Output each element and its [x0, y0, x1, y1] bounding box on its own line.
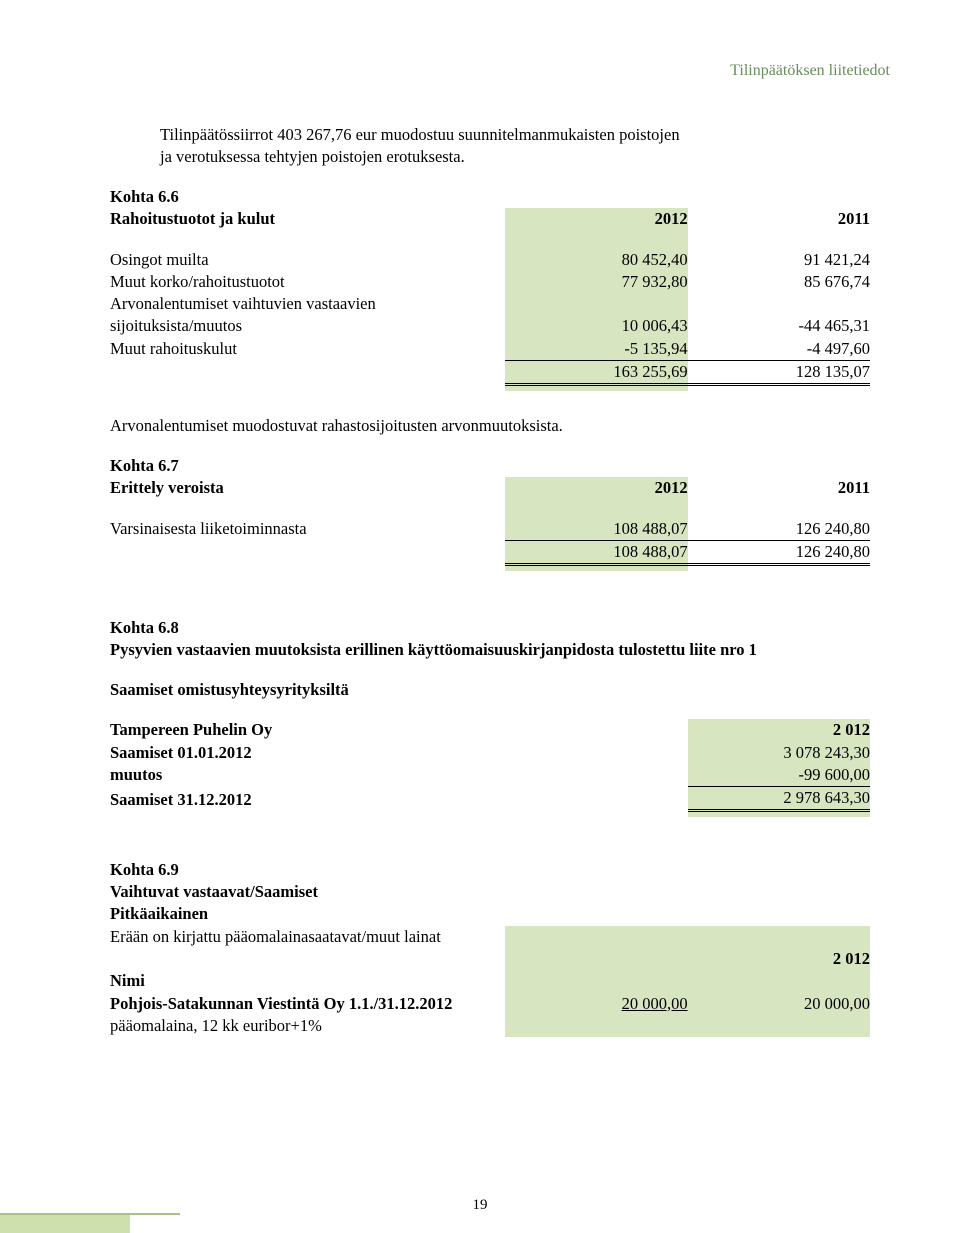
row-label: Muut rahoituskulut — [110, 338, 505, 361]
s69-title3: Pitkäaikainen — [110, 903, 870, 925]
s67-title1: Kohta 6.7 — [110, 455, 870, 477]
s69-row-l: Pohjois-Satakunnan Viestintä Oy 1.1./31.… — [110, 993, 505, 1015]
s67-total-a: 108 488,07 — [505, 540, 687, 564]
s68-r0-b: 2 012 — [688, 719, 870, 741]
row-val-b: 85 676,74 — [688, 271, 870, 293]
intro-line2: ja verotuksessa tehtyjen poistojen erotu… — [160, 147, 465, 166]
row-val-a: 108 488,07 — [505, 518, 687, 541]
intro-paragraph: Tilinpäätössiirrot 403 267,76 eur muodos… — [160, 124, 870, 169]
s66-y1: 2012 — [505, 208, 687, 230]
table-row: Osingot muilta 80 452,40 91 421,24 — [110, 249, 870, 271]
section-6-9: Kohta 6.9 Vaihtuvat vastaavat/Saamiset P… — [110, 859, 870, 1037]
s66-title2: Rahoitustuotot ja kulut — [110, 208, 505, 230]
s69-row-b: 20 000,00 — [688, 993, 870, 1015]
s69-nimi: Nimi — [110, 970, 505, 992]
row-val-a: 80 452,40 — [505, 249, 687, 271]
s68-r0-l: Tampereen Puhelin Oy — [110, 719, 505, 741]
table-row: sijoituksista/muutos 10 006,43 -44 465,3… — [110, 315, 870, 337]
table-row: Arvonalentumiset vaihtuvien vastaavien — [110, 293, 870, 315]
page: Tilinpäätöksen liitetiedot Tilinpäätössi… — [0, 0, 960, 1233]
s67-total-b: 126 240,80 — [688, 540, 870, 564]
section-6-6: Kohta 6.6 Rahoitustuotot ja kulut 2012 2… — [110, 186, 870, 391]
s68-r2-l: muutos — [110, 764, 505, 787]
s66-total-b: 128 135,07 — [688, 360, 870, 384]
row-val-a — [505, 293, 687, 315]
s68-r1-l: Saamiset 01.01.2012 — [110, 742, 505, 764]
s68-title1: Kohta 6.8 — [110, 617, 870, 639]
row-val-b — [688, 293, 870, 315]
s66-title1: Kohta 6.6 — [110, 186, 870, 208]
table-row: Tampereen Puhelin Oy 2 012 — [110, 719, 870, 741]
s67-total-row: 108 488,07 126 240,80 — [110, 540, 870, 564]
row-val-a: -5 135,94 — [505, 338, 687, 361]
s68-sub: Saamiset omistusyhteysyrityksiltä — [110, 679, 870, 701]
intro-line1: Tilinpäätössiirrot 403 267,76 eur muodos… — [160, 125, 680, 144]
section-6-7: Kohta 6.7 Erittely veroista 2012 2011 Va… — [110, 455, 870, 571]
row-label: Muut korko/rahoitustuotot — [110, 271, 505, 293]
page-number: 19 — [0, 1195, 960, 1215]
table-row: Pohjois-Satakunnan Viestintä Oy 1.1./31.… — [110, 993, 870, 1015]
s69-yr: 2 012 — [688, 948, 870, 970]
table-row: Varsinaisesta liiketoiminnasta 108 488,0… — [110, 518, 870, 541]
row-val-a: 10 006,43 — [505, 315, 687, 337]
s68-r2-b: -99 600,00 — [688, 764, 870, 787]
s69-row-a: 20 000,00 — [505, 993, 687, 1015]
table-row: Muut rahoituskulut -5 135,94 -4 497,60 — [110, 338, 870, 361]
s66-table: Rahoitustuotot ja kulut 2012 2011 Osingo… — [110, 208, 870, 390]
s66-total-a: 163 255,69 — [505, 360, 687, 384]
s69-title2: Vaihtuvat vastaavat/Saamiset — [110, 881, 870, 903]
row-val-a: 77 932,80 — [505, 271, 687, 293]
s69-title1: Kohta 6.9 — [110, 859, 870, 881]
s68-r3-b: 2 978 643,30 — [688, 787, 870, 811]
row-label: Varsinaisesta liiketoiminnasta — [110, 518, 505, 541]
row-val-b: 91 421,24 — [688, 249, 870, 271]
s68-table: Tampereen Puhelin Oy 2 012 Saamiset 01.0… — [110, 719, 870, 817]
s67-y2: 2011 — [688, 477, 870, 499]
s67-table: Erittely veroista 2012 2011 Varsinaisest… — [110, 477, 870, 570]
row-val-b: -44 465,31 — [688, 315, 870, 337]
row-label: sijoituksista/muutos — [110, 315, 505, 337]
s68-r1-b: 3 078 243,30 — [688, 742, 870, 764]
s67-title2: Erittely veroista — [110, 477, 505, 499]
row-val-b: -4 497,60 — [688, 338, 870, 361]
footer-decor-tab — [0, 1215, 130, 1233]
section-6-8: Kohta 6.8 Pysyvien vastaavien muutoksist… — [110, 617, 870, 817]
table-row: Muut korko/rahoitustuotot 77 932,80 85 6… — [110, 271, 870, 293]
table-row: muutos -99 600,00 — [110, 764, 870, 787]
s68-r3-l: Saamiset 31.12.2012 — [110, 787, 505, 811]
s69-table: Erään on kirjattu pääomalainasaatavat/mu… — [110, 926, 870, 1037]
s66-note: Arvonalentumiset muodostuvat rahastosijo… — [110, 415, 870, 437]
s66-total-row: 163 255,69 128 135,07 — [110, 360, 870, 384]
table-row: Saamiset 01.01.2012 3 078 243,30 — [110, 742, 870, 764]
row-val-b: 126 240,80 — [688, 518, 870, 541]
s68-title2: Pysyvien vastaavien muutoksista erilline… — [110, 639, 870, 661]
row-label: Osingot muilta — [110, 249, 505, 271]
s66-y2: 2011 — [688, 208, 870, 230]
s69-note: pääomalaina, 12 kk euribor+1% — [110, 1015, 505, 1037]
doc-header: Tilinpäätöksen liitetiedot — [110, 60, 890, 82]
s69-line: Erään on kirjattu pääomalainasaatavat/mu… — [110, 926, 505, 948]
table-row: Saamiset 31.12.2012 2 978 643,30 — [110, 787, 870, 811]
row-label: Arvonalentumiset vaihtuvien vastaavien — [110, 293, 505, 315]
s67-y1: 2012 — [505, 477, 687, 499]
